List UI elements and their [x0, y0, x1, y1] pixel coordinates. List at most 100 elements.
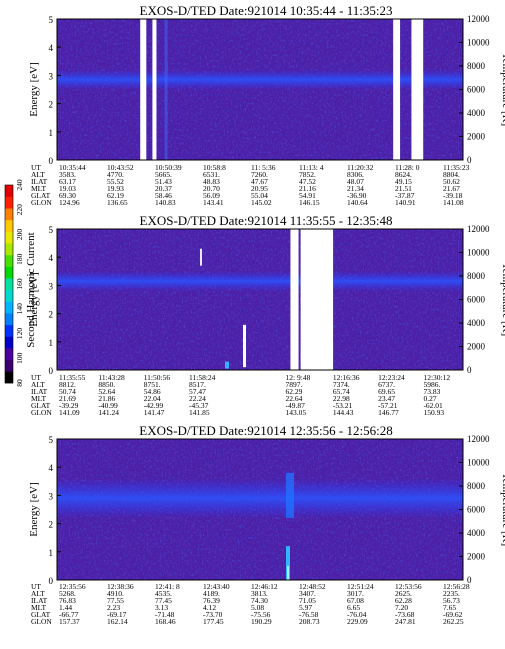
- ephemeris-cell: 7.65: [443, 603, 456, 612]
- ephemeris-cell: 4535.: [155, 589, 172, 598]
- ephemeris-cell: -76.58: [299, 610, 319, 619]
- y-tick-label: 3: [49, 491, 54, 501]
- y-right-tick-label: 12000: [467, 224, 490, 234]
- y-axis-label: Energy [eV]: [28, 272, 40, 326]
- ephemeris-cell: -45.37: [189, 401, 209, 410]
- ephemeris-cell: 140.83: [155, 198, 176, 207]
- colorbar-swatch: [5, 219, 13, 232]
- ephemeris-cell: -69.17: [107, 610, 127, 619]
- ephemeris-cell: 2625.: [395, 589, 412, 598]
- ephemeris-cell: 4189.: [203, 589, 220, 598]
- ephemeris-cell: 8517.: [189, 380, 206, 389]
- ephemeris-cell: 69.65: [378, 387, 395, 396]
- ephemeris-cell: -75.56: [251, 610, 271, 619]
- ephemeris-cell: 8306.: [347, 170, 364, 179]
- y-right-tick-label: 10000: [467, 248, 490, 258]
- ephemeris-cell: 71.05: [299, 596, 316, 605]
- y-right-tick-label: 10000: [467, 38, 490, 48]
- ephemeris-cell: -53.21: [333, 401, 353, 410]
- ephemeris-cell: 77.55: [107, 596, 124, 605]
- y-right-tick-label: 6000: [467, 505, 486, 515]
- ephemeris-cell: 144.43: [333, 408, 354, 417]
- ephemeris-cell: 21.16: [299, 184, 316, 193]
- y-right-tick-label: 6000: [467, 295, 486, 305]
- ephemeris-cell: 55.04: [251, 191, 268, 200]
- ephemeris-cell: 157.37: [59, 617, 80, 626]
- ephemeris-cell: 10:58:8: [203, 163, 226, 172]
- y-right-tick-label: 0: [467, 575, 472, 585]
- ephemeris-cell: 6737.: [378, 380, 395, 389]
- spectrogram-panel-1: EXOS-D/TED Date:921014 10:35:44 - 11:35:…: [28, 3, 505, 207]
- ephemeris-cell: 4.12: [203, 603, 216, 612]
- ephemeris-cell: 5.97: [299, 603, 312, 612]
- colorbar-frame: [4, 184, 14, 384]
- y-right-tick-label: 8000: [467, 61, 486, 71]
- y-tick-label: 2: [49, 310, 54, 320]
- ephemeris-cell: 11:20:32: [347, 163, 374, 172]
- y-tick-label: 0: [49, 156, 54, 166]
- ephemeris-cell: 22.24: [189, 394, 206, 403]
- y-tick-label: 0: [49, 576, 54, 586]
- y-right-tick-label: 8000: [467, 271, 486, 281]
- ephemeris-row-label: GLAT: [31, 401, 51, 410]
- ephemeris-cell: 141.24: [98, 408, 119, 417]
- ephemeris-cell: 150.93: [423, 408, 444, 417]
- ephemeris-cell: 7897.: [286, 380, 303, 389]
- ephemeris-cell: 51.43: [155, 177, 172, 186]
- ephemeris-cell: 12:23:24: [378, 373, 405, 382]
- ephemeris-cell: 5665.: [155, 170, 172, 179]
- ephemeris-cell: 8624.: [395, 170, 412, 179]
- colorbar-tick-label: 160: [15, 278, 24, 290]
- intensity-band: [57, 69, 463, 90]
- ephemeris-cell: 141.47: [144, 408, 165, 417]
- y-right-tick-label: 4000: [467, 528, 486, 538]
- ephemeris-cell: 12:16:36: [333, 373, 360, 382]
- ephemeris-cell: 5986.: [423, 380, 440, 389]
- ephemeris-cell: 10:50:39: [155, 163, 182, 172]
- ephemeris-cell: 8850.: [98, 380, 115, 389]
- ephemeris-cell: 54.91: [299, 191, 316, 200]
- data-gap: [140, 19, 147, 160]
- y-right-axis-label: Temperature [K]: [500, 473, 505, 546]
- vertical-streak: [243, 324, 246, 368]
- y-right-tick-label: 6000: [467, 85, 486, 95]
- ephemeris-cell: 49.15: [395, 177, 412, 186]
- colorbar-swatch: [5, 208, 13, 221]
- ephemeris-cell: 47.67: [251, 177, 268, 186]
- ephemeris-cell: 52.64: [98, 387, 115, 396]
- ephemeris-cell: 5.08: [251, 603, 264, 612]
- y-axis-label: Energy [eV]: [28, 482, 40, 536]
- data-gap: [290, 229, 299, 370]
- spectrogram-panel-2: EXOS-D/TED Date:921014 11:35:55 - 12:35:…: [4, 179, 505, 417]
- colorbar: 80 100 120 140 160 180 200 220 240 Second Harmoni…: [4, 179, 37, 387]
- y-tick-label: 1: [49, 338, 54, 348]
- ephemeris-cell: 21.69: [59, 394, 76, 403]
- ephemeris-cell: 20.95: [251, 184, 268, 193]
- y-tick-label: 4: [49, 463, 54, 473]
- ephemeris-cell: 11:28: 0: [395, 163, 420, 172]
- ephemeris-cell: 7.20: [395, 603, 408, 612]
- colorbar-swatch: [5, 231, 13, 244]
- ephemeris-cell: 19.93: [107, 184, 124, 193]
- ephemeris-cell: 67.08: [347, 596, 364, 605]
- ephemeris-cell: -39.18: [443, 191, 463, 200]
- ephemeris-cell: 140.64: [347, 198, 368, 207]
- ephemeris-cell: -71.48: [155, 610, 175, 619]
- ephemeris-cell: 12:48:52: [299, 582, 326, 591]
- ephemeris-cell: 2235.: [443, 589, 460, 598]
- spectrogram-panel-3: EXOS-D/TED Date:921014 12:35:56 - 12:56:…: [28, 423, 505, 626]
- ephemeris-cell: 50.62: [443, 177, 460, 186]
- ephemeris-cell: 140.91: [395, 198, 416, 207]
- ephemeris-cell: 20.70: [203, 184, 220, 193]
- ephemeris-row-label: GLON: [31, 408, 52, 417]
- y-tick-label: 3: [49, 71, 54, 81]
- ephemeris-cell: 76.39: [203, 596, 220, 605]
- ephemeris-cell: -69.62: [443, 610, 463, 619]
- ephemeris-cell: 6.65: [347, 603, 360, 612]
- ephemeris-cell: -73.70: [203, 610, 223, 619]
- ephemeris-cell: 3017.: [347, 589, 364, 598]
- ephemeris-cell: 3813.: [251, 589, 268, 598]
- ephemeris-cell: -40.99: [98, 401, 118, 410]
- ephemeris-cell: 3583.: [59, 170, 76, 179]
